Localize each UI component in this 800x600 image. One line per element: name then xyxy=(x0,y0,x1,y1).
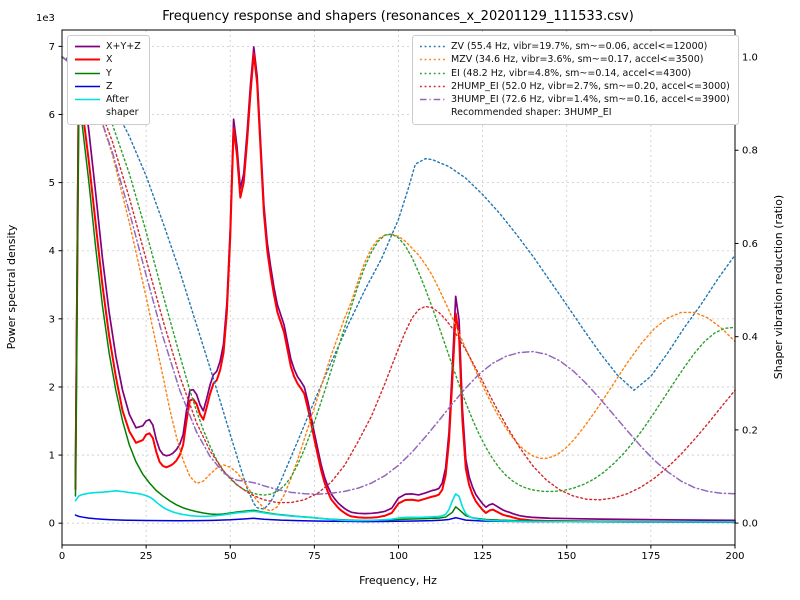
x-tick-label: 0 xyxy=(59,551,65,562)
y-left-tick-label: 5 xyxy=(49,178,55,189)
plot-border xyxy=(61,29,736,546)
legend-line-swatch xyxy=(420,59,445,61)
y-left-tick-label: 2 xyxy=(49,382,55,393)
legend-label: MZV (34.6 Hz, vibr=3.6%, sm~=0.17, accel… xyxy=(451,54,704,66)
shaper-curve-ei xyxy=(61,56,736,496)
legend-line-swatch xyxy=(420,72,445,74)
legend-label: X+Y+Z xyxy=(106,41,141,52)
y-right-tick-label: 0.4 xyxy=(742,332,758,343)
legend-entry: 2HUMP_EI (52.0 Hz, vibr=2.7%, sm~=0.20, … xyxy=(419,80,730,93)
y-left-tick-label: 3 xyxy=(49,314,55,325)
shaper-curve-2hump_ei xyxy=(61,56,736,504)
legend-line-swatch xyxy=(420,45,445,48)
legend-entry: After shaper xyxy=(74,93,141,120)
y-left-tick-label: 7 xyxy=(49,42,55,53)
y-right-axis-label: Shaper vibration reduction (ratio) xyxy=(772,195,785,379)
x-tick-label: 175 xyxy=(641,551,660,562)
shaper-curve-3hump_ei xyxy=(61,56,736,495)
legend-label: Z xyxy=(106,80,113,92)
legend-label: X xyxy=(106,54,113,66)
legend-entry: Z xyxy=(74,80,141,93)
legend-entry: MZV (34.6 Hz, vibr=3.6%, sm~=0.17, accel… xyxy=(419,53,730,66)
x-tick-label: 200 xyxy=(725,551,744,562)
shaper-curve-zv xyxy=(61,56,736,510)
legend-label: EI (48.2 Hz, vibr=4.8%, sm~=0.14, accel<… xyxy=(451,67,692,79)
y-left-tick-label: 0 xyxy=(49,519,55,530)
x-tick-label: 150 xyxy=(557,551,576,562)
legend-line-swatch xyxy=(75,45,100,48)
legend-line-swatch xyxy=(75,72,100,74)
legend-label: Recommended shaper: 3HUMP_EI xyxy=(451,107,612,119)
legend-shapers: ZV (55.4 Hz, vibr=19.7%, sm~=0.06, accel… xyxy=(412,35,739,125)
y-left-tick-label: 4 xyxy=(49,246,55,257)
x-tick-label: 25 xyxy=(140,551,153,562)
legend-line-swatch xyxy=(75,58,100,61)
y-left-axis-label: Power spectral density xyxy=(5,224,18,349)
y-axis-offset-label: 1e3 xyxy=(36,13,55,24)
y-left-tick-label: 1 xyxy=(49,451,55,462)
legend-line-swatch xyxy=(420,98,445,101)
legend-label: ZV (55.4 Hz, vibr=19.7%, sm~=0.06, accel… xyxy=(451,41,708,52)
legend-entry: X+Y+Z xyxy=(74,40,141,53)
x-tick-label: 100 xyxy=(389,551,408,562)
y-right-tick-label: 0.8 xyxy=(742,146,758,157)
x-tick-label: 125 xyxy=(473,551,492,562)
legend-entry: Recommended shaper: 3HUMP_EI xyxy=(419,106,730,119)
chart-title: Frequency response and shapers (resonanc… xyxy=(162,9,634,24)
psd-curve-x+y+z xyxy=(74,46,736,522)
legend-label: Y xyxy=(106,67,112,79)
legend-line-swatch xyxy=(420,85,445,88)
legend-entry: ZV (55.4 Hz, vibr=19.7%, sm~=0.06, accel… xyxy=(419,40,730,53)
legend-entry: 3HUMP_EI (72.6 Hz, vibr=1.4%, sm~=0.16, … xyxy=(419,93,730,106)
y-right-tick-label: 1.0 xyxy=(742,53,758,64)
legend-entry: X xyxy=(74,53,141,66)
legend-line-swatch xyxy=(75,85,100,88)
psd-curve-z xyxy=(74,514,736,523)
x-tick-label: 75 xyxy=(308,551,321,562)
legend-label: 2HUMP_EI (52.0 Hz, vibr=2.7%, sm~=0.20, … xyxy=(451,80,730,92)
psd-curve-after-shaper xyxy=(74,490,736,523)
legend-entry: EI (48.2 Hz, vibr=4.8%, sm~=0.14, accel<… xyxy=(419,67,730,80)
x-tick-label: 50 xyxy=(224,551,237,562)
y-right-tick-label: 0.6 xyxy=(742,239,758,250)
psd-curve-x xyxy=(74,52,736,524)
curves xyxy=(61,46,736,524)
legend-label: 3HUMP_EI (72.6 Hz, vibr=1.4%, sm~=0.16, … xyxy=(451,94,730,106)
shaper-curve-mzv xyxy=(61,56,736,512)
legend-psd: X+Y+Z X Y Z After shaper xyxy=(67,35,150,125)
legend-label: After shaper xyxy=(106,94,139,119)
y-right-tick-label: 0.2 xyxy=(742,425,758,436)
legend-line-swatch xyxy=(75,98,100,101)
y-left-tick-label: 6 xyxy=(49,110,55,121)
legend-entry: Y xyxy=(74,67,141,80)
axes: 0 25 50 75 100 125 150 175 200 0 1 2 3 4 5 6 7 0.0 0.2 0.4 0… xyxy=(49,42,758,562)
x-axis-label: Frequency, Hz xyxy=(359,574,437,587)
y-right-tick-label: 0.0 xyxy=(742,519,758,530)
